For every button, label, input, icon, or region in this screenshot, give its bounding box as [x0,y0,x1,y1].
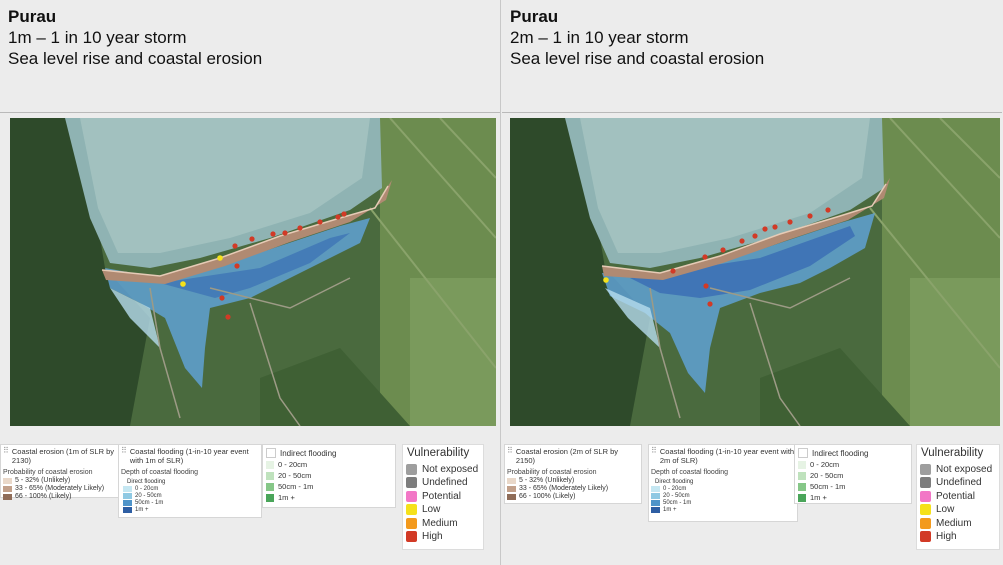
legend-item: High [406,531,483,544]
legend-item: 50cm - 1m [266,482,392,491]
legend-item: 20 - 50cm [651,493,795,499]
legend-item: 33 - 65% (Moderately Likely) [3,485,121,492]
legend-item: 0 - 20cm [123,486,259,492]
erosion-legend-subtitle: Probability of coastal erosion [507,469,597,476]
flooding-legend-title: Coastal flooding (1-in-10 year event wit… [659,447,795,465]
drag-handle-icon[interactable]: ⠿ [651,446,657,455]
legend-item: Potential [406,490,483,503]
erosion-legend-title: Coastal erosion (1m of SLR by 2130) [11,447,114,465]
right-erosion-legend: ⠿ Coastal erosion (2m of SLR by 2150) Pro… [504,444,642,504]
legend-item: High [920,531,999,544]
legend-item: 0 - 20cm [266,460,392,469]
legend-item: Not exposed [920,463,999,476]
drag-handle-icon[interactable]: ⠿ [507,446,513,455]
legend-item: Not exposed [406,463,483,476]
legend-item: Potential [920,490,999,503]
legend-item: 33 - 65% (Moderately Likely) [507,485,639,492]
legend-item: 1m + [798,493,908,502]
left-scenario: 1m – 1 in 10 year storm [8,28,187,47]
left-panel: Purau 1m – 1 in 10 year storm Sea level … [0,0,501,565]
legend-item: Medium [406,517,483,530]
erosion-legend-title: Coastal erosion (2m of SLR by 2150) [515,447,618,465]
left-subtitle: Sea level rise and coastal erosion [8,49,263,68]
legend-item: 50cm - 1m [123,500,259,506]
direct-flooding-label: Direct flooding [127,479,166,485]
right-indirect-legend: Indirect flooding 0 - 20cm 20 - 50cm 50c… [794,444,912,504]
legend-item: 1m + [651,507,795,513]
legend-item: Undefined [406,477,483,490]
right-separator [502,112,1002,113]
legend-item: 20 - 50cm [266,471,392,480]
right-flooding-legend: ⠿ Coastal flooding (1-in-10 year event wi… [648,444,798,522]
left-header: Purau 1m – 1 in 10 year storm Sea level … [8,6,262,69]
left-separator [0,112,500,113]
legend-item: 66 - 100% (Likely) [3,493,121,500]
indirect-legend-title: Indirect flooding [812,448,869,458]
drag-handle-icon[interactable]: ⠿ [3,446,9,455]
flooding-legend-subtitle: Depth of coastal flooding [121,469,199,476]
right-header: Purau 2m – 1 in 10 year storm Sea level … [510,6,764,69]
legend-item: 0 - 20cm [651,486,795,492]
flooding-legend-title: Coastal flooding (1-in-10 year event wit… [129,447,249,465]
indirect-legend-title: Indirect flooding [280,448,337,458]
left-flooding-legend: ⠿ Coastal flooding (1-in-10 year event wi… [118,444,262,518]
legend-item: 20 - 50cm [798,471,908,480]
legend-item: 5 - 32% (Unlikely) [3,477,121,484]
vulnerability-title: Vulnerability [407,447,470,459]
right-vulnerability-legend: Vulnerability Not exposed Undefined Pote… [916,444,1000,550]
legend-item: Low [406,504,483,517]
direct-flooding-label: Direct flooding [655,479,694,485]
legend-item: Medium [920,517,999,530]
left-map[interactable] [10,118,496,426]
legend-item: 1m + [123,507,259,513]
right-map[interactable] [510,118,1000,426]
drag-handle-icon[interactable]: ⠿ [121,446,127,455]
legend-item: 66 - 100% (Likely) [507,493,639,500]
erosion-legend-subtitle: Probability of coastal erosion [3,469,93,476]
legend-item: 0 - 20cm [798,460,908,469]
left-map-image [10,118,496,426]
legend-item: 1m + [266,493,392,502]
legend-item: 20 - 50cm [123,493,259,499]
legend-item: 50cm - 1m [651,500,795,506]
legend-item: Low [920,504,999,517]
left-title: Purau [8,7,57,26]
left-erosion-legend: ⠿ Coastal erosion (1m of SLR by 2130) Pro… [0,444,124,500]
right-map-image [510,118,1000,426]
right-scenario: 2m – 1 in 10 year storm [510,28,689,47]
flooding-legend-subtitle: Depth of coastal flooding [651,469,729,476]
legend-item: 50cm - 1m [798,482,908,491]
legend-item: 5 - 32% (Unlikely) [507,477,639,484]
legend-item: Undefined [920,477,999,490]
vulnerability-title: Vulnerability [921,447,984,459]
left-indirect-legend: Indirect flooding 0 - 20cm 20 - 50cm 50c… [262,444,396,508]
right-subtitle: Sea level rise and coastal erosion [510,49,765,68]
left-vulnerability-legend: Vulnerability Not exposed Undefined Pote… [402,444,484,550]
right-title: Purau [510,7,559,26]
right-panel: Purau 2m – 1 in 10 year storm Sea level … [502,0,1002,565]
